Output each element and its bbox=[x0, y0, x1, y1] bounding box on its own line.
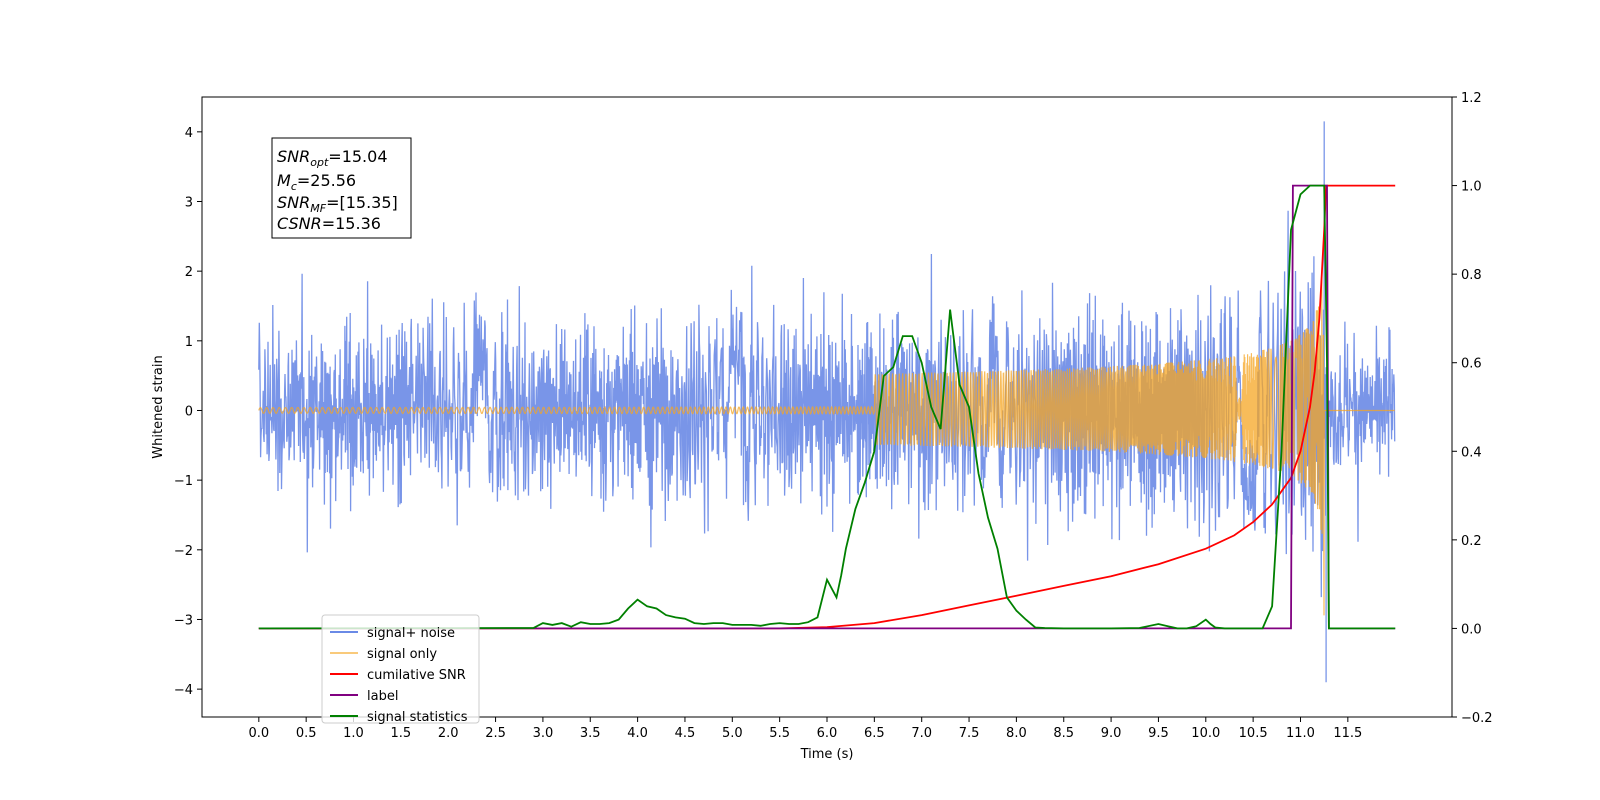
stats-mc: Mc=25.56 bbox=[277, 171, 356, 193]
x-tick-label: 1.0 bbox=[343, 726, 364, 741]
x-tick-label: 2.5 bbox=[485, 726, 506, 741]
y-axis-left: 4 3 2 1 0 −1 −2 −3 −4 bbox=[174, 126, 202, 698]
x-tick-label: 4.0 bbox=[627, 726, 648, 741]
x-axis: 0.0 0.5 1.0 1.5 2.0 2.5 3.0 3.5 4.0 4.5 5.0 5.5 6.0 6… bbox=[248, 717, 1362, 741]
stats-annotation-box: SNRopt=15.04 Mc=25.56 SNRMF=[15.35] CSNR… bbox=[271, 137, 412, 239]
x-tick-label: 11.0 bbox=[1286, 726, 1315, 741]
legend-label: signal+ noise bbox=[367, 626, 455, 641]
y2-tick-label: 0.0 bbox=[1461, 622, 1482, 637]
x-tick-label: 0.5 bbox=[296, 726, 317, 741]
stats-csnr: CSNR=15.36 bbox=[277, 214, 381, 233]
x-tick-label: 10.0 bbox=[1191, 726, 1220, 741]
legend-label: signal only bbox=[367, 647, 437, 662]
y-tick-label: 4 bbox=[185, 126, 193, 141]
y-tick-label: −4 bbox=[174, 683, 193, 698]
x-tick-label: 5.0 bbox=[722, 726, 743, 741]
y-tick-label: 1 bbox=[185, 335, 193, 350]
y2-tick-label: 0.2 bbox=[1461, 534, 1482, 549]
x-tick-label: 11.5 bbox=[1333, 726, 1362, 741]
series-signal-only bbox=[258, 276, 1395, 616]
x-axis-label: Time (s) bbox=[800, 747, 854, 762]
x-tick-label: 7.0 bbox=[911, 726, 932, 741]
y2-tick-label: 1.0 bbox=[1461, 180, 1482, 195]
y2-tick-label: 1.2 bbox=[1461, 91, 1482, 106]
x-tick-label: 0.0 bbox=[248, 726, 269, 741]
y-tick-label: 0 bbox=[185, 404, 193, 419]
y2-tick-label: 0.8 bbox=[1461, 268, 1482, 283]
series-cumilative-snr bbox=[258, 184, 1396, 630]
x-tick-label: 9.5 bbox=[1148, 726, 1169, 741]
x-tick-label: 4.5 bbox=[675, 726, 696, 741]
series-signal-statistics bbox=[258, 184, 1396, 630]
x-tick-label: 8.5 bbox=[1053, 726, 1074, 741]
y2-tick-label: 0.6 bbox=[1461, 357, 1482, 372]
legend-label: cumilative SNR bbox=[367, 668, 466, 683]
y-tick-label: 2 bbox=[185, 265, 193, 280]
y-tick-label: −3 bbox=[174, 613, 193, 628]
series-signal-noise bbox=[258, 121, 1396, 683]
legend-label: signal statistics bbox=[367, 710, 468, 725]
x-tick-label: 3.0 bbox=[533, 726, 554, 741]
legend: signal+ noise signal only cumilative SNR la… bbox=[321, 614, 480, 725]
x-tick-label: 7.5 bbox=[959, 726, 980, 741]
x-tick-label: 2.0 bbox=[438, 726, 459, 741]
y2-tick-label: −0.2 bbox=[1461, 711, 1493, 726]
x-tick-label: 5.5 bbox=[769, 726, 790, 741]
x-tick-label: 9.0 bbox=[1101, 726, 1122, 741]
x-tick-label: 10.5 bbox=[1239, 726, 1268, 741]
x-tick-label: 1.5 bbox=[391, 726, 412, 741]
y-axis-right: 1.2 1.0 0.8 0.6 0.4 0.2 0.0 −0.2 bbox=[1452, 91, 1493, 726]
x-tick-label: 3.5 bbox=[580, 726, 601, 741]
stats-snr-opt: SNRopt=15.04 bbox=[277, 147, 388, 169]
x-tick-label: 8.0 bbox=[1006, 726, 1027, 741]
legend-frame bbox=[321, 614, 480, 724]
x-tick-label: 6.0 bbox=[817, 726, 838, 741]
legend-label: label bbox=[367, 689, 398, 704]
y-tick-label: −1 bbox=[174, 474, 193, 489]
y2-tick-label: 0.4 bbox=[1461, 445, 1482, 460]
y-tick-label: −2 bbox=[174, 544, 193, 559]
stats-snr-mf: SNRMF=[15.35] bbox=[277, 193, 398, 215]
y-tick-label: 3 bbox=[185, 195, 193, 210]
series-layer bbox=[258, 121, 1396, 683]
y-axis-label: Whitened strain bbox=[151, 355, 166, 458]
x-tick-label: 6.5 bbox=[864, 726, 885, 741]
